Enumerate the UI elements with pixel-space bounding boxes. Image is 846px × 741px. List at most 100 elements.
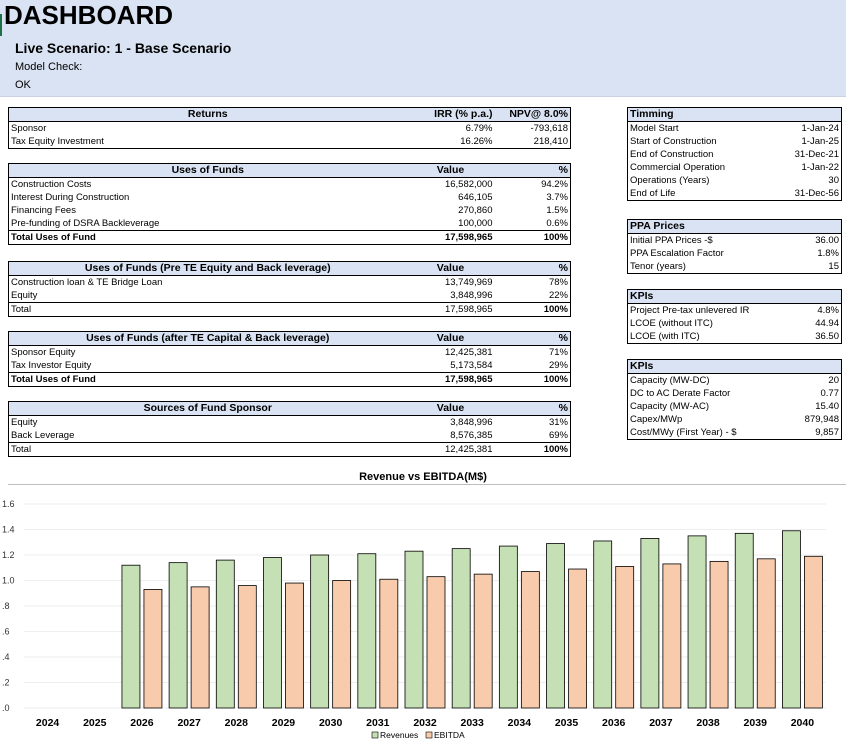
row-value: 31-Dec-21	[767, 148, 842, 161]
ebitda-bar	[804, 555, 823, 709]
uses-of-funds-table: Uses of Funds Value % Construction Costs…	[8, 163, 571, 245]
row-value: 3,848,996	[450, 290, 493, 301]
revenues-bar	[451, 548, 471, 709]
table-row[interactable]: Interest During Construction 646,105 3.7%	[8, 191, 571, 204]
total-percent: 100%	[494, 372, 571, 387]
table-row[interactable]: PPA Escalation Factor 1.8%	[627, 247, 842, 260]
table-row[interactable]: Construction loan & TE Bridge Loan 13,749…	[8, 275, 571, 289]
uses-pre-te-table: Uses of Funds (Pre TE Equity and Back le…	[8, 261, 571, 317]
ebitda-bar	[520, 571, 540, 709]
table-row[interactable]: End of Life 31-Dec-56	[627, 187, 842, 201]
row-label: End of Life	[627, 187, 768, 201]
x-tick-label: 2039	[744, 717, 768, 729]
table-row[interactable]: Commercial Operation 1-Jan-22	[627, 161, 842, 174]
total-row[interactable]: Total Uses of Fund 17,598,965 100%	[8, 372, 571, 387]
table-row[interactable]: DC to AC Derate Factor 0.77	[627, 387, 842, 400]
table-row[interactable]: Construction Costs 16,582,000 94.2%	[8, 177, 571, 191]
kpis-header: KPIs	[627, 289, 842, 304]
returns-header: Returns IRR (% p.a.) NPV@ 8.0%	[8, 107, 571, 122]
table-row[interactable]: Tax Equity Investment 16.26% 218,410	[8, 135, 571, 149]
row-value: 1.8%	[767, 247, 842, 260]
row-percent: 1.5%	[494, 204, 571, 217]
table-row[interactable]: Equity 3,848,996 31%	[8, 415, 571, 429]
row-label: Cost/MWy (First Year) - $	[627, 426, 768, 440]
table-row[interactable]: Sponsor Equity 12,425,381 71%	[8, 345, 571, 359]
table-row[interactable]: LCOE (without ITC) 44.94	[627, 317, 842, 330]
total-row[interactable]: Total 17,598,965 100%	[8, 302, 571, 317]
total-label: Total Uses of Fund	[8, 230, 407, 245]
header-percent: %	[494, 331, 571, 346]
table-row[interactable]: Start of Construction 1-Jan-25	[627, 135, 842, 148]
row-label: Capex/MWp	[627, 413, 768, 426]
x-tick-label: 2034	[508, 717, 532, 729]
row-label: LCOE (with ITC)	[627, 330, 768, 344]
kpis-header: KPIs	[627, 359, 842, 374]
ebitda-bar	[568, 568, 587, 709]
row-label: Construction Costs	[8, 177, 407, 191]
legend-swatch	[371, 731, 379, 739]
table-row[interactable]: Initial PPA Prices -$ 36.00	[627, 233, 842, 247]
table-row[interactable]: Pre-funding of DSRA Backleverage 100,000 0…	[8, 217, 571, 231]
table-row[interactable]: LCOE (with ITC) 36.50	[627, 330, 842, 344]
header-percent: %	[494, 261, 571, 276]
table-row[interactable]: Capex/MWp 879,948	[627, 413, 842, 426]
row-value: 879,948	[767, 413, 842, 426]
table-row[interactable]: Capacity (MW-AC) 15.40	[627, 400, 842, 413]
table-row[interactable]: Cost/MWy (First Year) - $9,857	[627, 426, 842, 440]
table-row[interactable]: Sponsor 6.79% -793,618	[8, 121, 571, 135]
dashboard-header: DASHBOARD Live Scenario: 1 - Base Scenar…	[0, 0, 846, 97]
table-row[interactable]: Financing Fees 270,860 1.5%	[8, 204, 571, 217]
y-tick-label: 1.4	[2, 525, 15, 535]
revenue-ebitda-chart[interactable]: .0 .2 .4 .6 .8 1.0 1.2 1.4 1.6 2024 2025 2026 2027 20…	[0, 486, 846, 741]
row-value: 20	[767, 373, 842, 387]
x-tick-label: 2033	[460, 717, 484, 729]
header-value: Value	[406, 401, 495, 416]
ebitda-bar	[332, 580, 352, 709]
ebitda-bar	[190, 586, 210, 709]
total-row[interactable]: Total 12,425,381 100%	[8, 442, 571, 457]
row-percent: 69%	[494, 429, 571, 443]
uses-pre-te-header: Uses of Funds (Pre TE Equity and Back le…	[8, 261, 571, 276]
revenues-bar	[546, 543, 565, 709]
table-row[interactable]: Tax Investor Equity 5,173,584 29%	[8, 359, 571, 373]
uses-after-te-table: Uses of Funds (after TE Capital & Back l…	[8, 331, 571, 387]
row-value: 4.8%	[767, 303, 842, 317]
table-row[interactable]: Operations (Years) 30	[627, 174, 842, 187]
row-percent: 31%	[494, 415, 571, 429]
row-label: Capacity (MW-AC)	[627, 400, 768, 413]
total-row[interactable]: Total Uses of Fund 17,598,965 100%	[8, 230, 571, 245]
row-label: Project Pre-tax unlevered IR	[627, 303, 768, 317]
ebitda-bar	[473, 573, 493, 709]
row-value: 0.77	[767, 387, 842, 400]
table-row[interactable]: Back Leverage 8,576,385 69%	[8, 429, 571, 443]
y-tick-label: .2	[2, 678, 10, 688]
row-label: Model Start	[627, 121, 768, 135]
total-value: 17,598,965	[406, 230, 495, 245]
table-row[interactable]: Equity 3,848,996 22%	[8, 289, 571, 303]
x-tick-label: 2035	[555, 717, 579, 729]
table-row[interactable]: End of Construction 31-Dec-21	[627, 148, 842, 161]
timming-table: Timming Model Start 1-Jan-24 Start of Con…	[627, 107, 842, 201]
row-label: Initial PPA Prices -$	[627, 233, 768, 247]
row-value: 36.00	[767, 233, 842, 247]
row-percent: 29%	[494, 359, 571, 373]
row-percent: 22%	[494, 289, 571, 303]
table-row[interactable]: Model Start 1-Jan-24	[627, 121, 842, 135]
returns-header-irr: IRR (% p.a.)	[406, 107, 495, 122]
legend-swatch	[425, 731, 433, 739]
row-value: 13,749,969	[444, 277, 493, 288]
header-label: PPA Prices	[627, 219, 768, 234]
row-value: 44.94	[767, 317, 842, 330]
header-percent: %	[494, 401, 571, 416]
uses-of-funds-header: Uses of Funds Value %	[8, 163, 571, 178]
ppa-prices-table: PPA Prices Initial PPA Prices -$ 36.00 PP…	[627, 219, 842, 274]
row-value: 270,860	[458, 205, 493, 216]
table-row[interactable]: Capacity (MW-DC) 20	[627, 373, 842, 387]
table-row[interactable]: Tenor (years) 15	[627, 260, 842, 274]
ebitda-bar	[237, 585, 257, 709]
table-row[interactable]: Project Pre-tax unlevered IR 4.8%	[627, 303, 842, 317]
revenues-bar	[168, 562, 188, 709]
row-value: 15.40	[767, 400, 842, 413]
header-value: Value	[406, 261, 495, 276]
ebitda-bar	[285, 582, 304, 709]
